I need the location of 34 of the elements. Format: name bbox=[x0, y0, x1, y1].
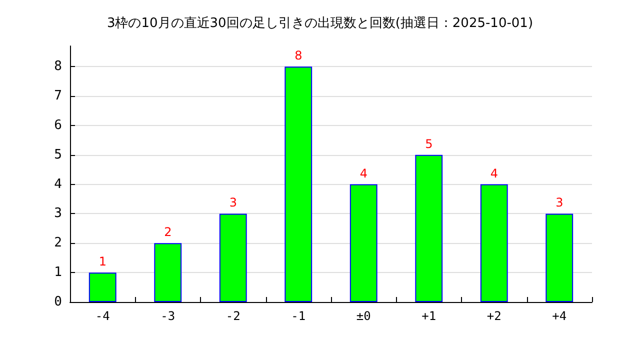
bar bbox=[350, 184, 378, 302]
y-tick-label: 6 bbox=[54, 118, 62, 133]
y-tick-label: 7 bbox=[54, 88, 62, 104]
x-tick-label: ±0 bbox=[356, 309, 371, 323]
bar bbox=[546, 214, 574, 302]
bar bbox=[415, 154, 443, 302]
data-label: 1 bbox=[98, 254, 106, 269]
bar bbox=[284, 66, 312, 302]
y-tick-label: 8 bbox=[54, 59, 62, 74]
data-label: 4 bbox=[360, 166, 368, 180]
x-tick-label: +4 bbox=[552, 309, 567, 323]
x-tick-label: -4 bbox=[95, 309, 110, 323]
x-tick-label: -2 bbox=[226, 309, 240, 323]
y-tick-label: 3 bbox=[54, 206, 62, 222]
bar bbox=[480, 184, 508, 302]
data-label: 8 bbox=[294, 48, 302, 63]
x-tick-label: +2 bbox=[486, 309, 502, 323]
y-tick-label: 0 bbox=[54, 294, 62, 310]
bar bbox=[154, 243, 182, 302]
y-tick-label: 1 bbox=[54, 265, 62, 280]
data-label: 2 bbox=[164, 225, 172, 240]
x-tick-label: -1 bbox=[291, 309, 306, 323]
data-label: 3 bbox=[556, 196, 564, 210]
y-tick-label: 5 bbox=[54, 147, 62, 162]
bar bbox=[219, 214, 247, 302]
x-tick-label: -3 bbox=[160, 309, 176, 323]
x-tick-label: +1 bbox=[422, 309, 436, 323]
y-tick-label: 4 bbox=[54, 176, 62, 192]
data-label: 3 bbox=[229, 196, 237, 210]
data-label: 4 bbox=[490, 166, 498, 180]
chart-title: 3枠の10月の直近30回の足し引きの出現数と回数(抽選日：2025-10-01) bbox=[106, 16, 534, 31]
data-label: 5 bbox=[425, 136, 433, 151]
bar bbox=[88, 272, 116, 302]
y-tick-label: 2 bbox=[54, 236, 62, 251]
